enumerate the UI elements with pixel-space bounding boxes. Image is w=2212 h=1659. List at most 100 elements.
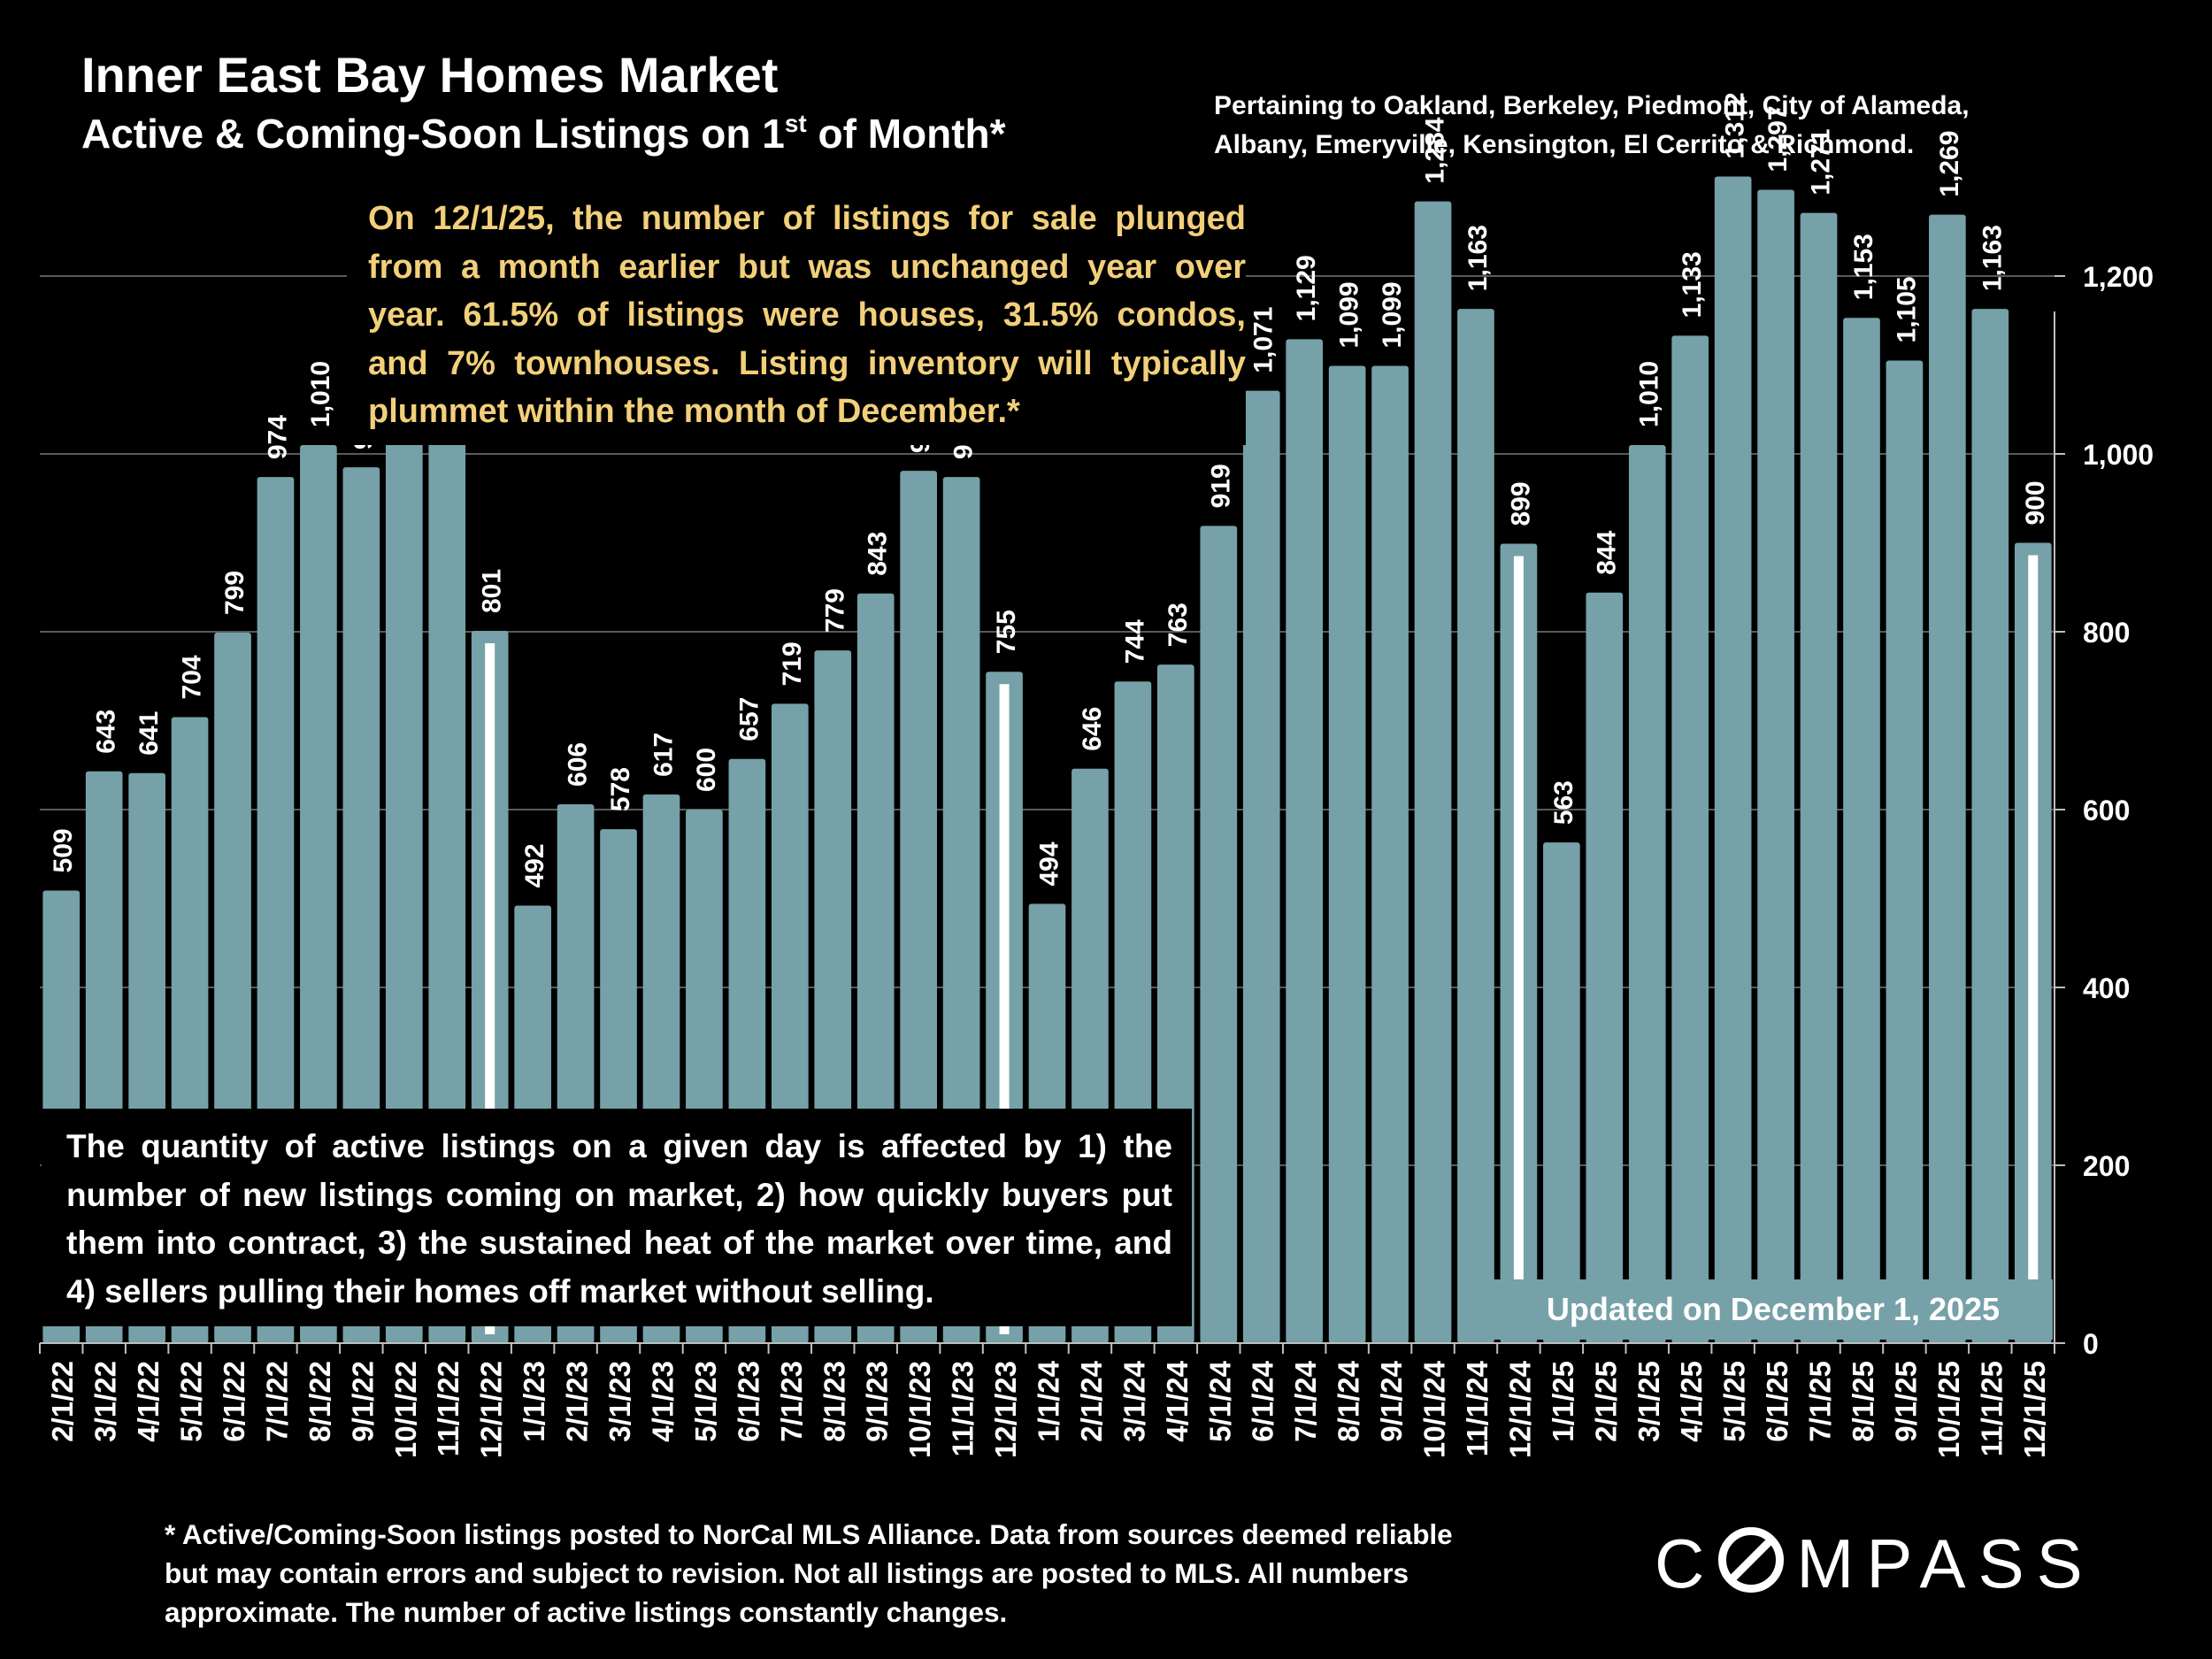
y-tick-label: 200 bbox=[2083, 1150, 2130, 1182]
data-label: 1,010 bbox=[1635, 361, 1664, 427]
bar bbox=[1371, 365, 1409, 1343]
y-tick-label: 1,000 bbox=[2083, 439, 2154, 471]
pertaining-note: Pertaining to Oakland, Berkeley, Piedmon… bbox=[1214, 91, 1970, 159]
data-label: 704 bbox=[178, 655, 207, 699]
subtitle-main: Active & Coming-Soon Listings on 1 bbox=[81, 111, 785, 157]
x-tick-label: 2/1/24 bbox=[1075, 1360, 1108, 1441]
bar bbox=[1543, 842, 1580, 1343]
x-tick-label: 9/1/25 bbox=[1889, 1361, 1922, 1442]
data-label: 744 bbox=[1120, 619, 1149, 664]
updated-badge: Updated on December 1, 2025 bbox=[1494, 1279, 2053, 1340]
x-tick-label: 9/1/24 bbox=[1375, 1360, 1408, 1441]
data-label: 799 bbox=[220, 571, 250, 615]
december-marker bbox=[2028, 555, 2039, 1334]
data-label: 1,284 bbox=[1421, 117, 1450, 183]
data-label: 719 bbox=[778, 641, 807, 686]
x-tick-label: 7/1/25 bbox=[1804, 1361, 1837, 1442]
logo-letters-mpass: MPASS bbox=[1796, 1525, 2095, 1602]
x-tick-label: 11/1/22 bbox=[432, 1361, 465, 1456]
x-tick-label: 4/1/22 bbox=[132, 1361, 165, 1442]
x-tick-label: 6/1/24 bbox=[1247, 1360, 1279, 1441]
december-markers bbox=[485, 555, 2039, 1334]
x-tick-label: 1/1/25 bbox=[1547, 1361, 1579, 1442]
data-label: 600 bbox=[692, 748, 721, 792]
bar bbox=[1671, 335, 1709, 1344]
x-tick-label: 7/1/23 bbox=[775, 1361, 808, 1442]
data-label: 1,153 bbox=[1849, 234, 1878, 300]
y-tick-labels: 0 200 400 600 800 1,000 1,200 bbox=[2083, 261, 2154, 1360]
x-tick-label: 8/1/22 bbox=[303, 1361, 336, 1442]
x-tick-label: 1/1/23 bbox=[518, 1361, 550, 1442]
data-label: 657 bbox=[734, 697, 764, 741]
bar bbox=[1886, 360, 1924, 1344]
data-label: 509 bbox=[49, 828, 78, 872]
data-label: 1,010 bbox=[306, 361, 335, 427]
compass-logo: C MPASS bbox=[1655, 1524, 2095, 1603]
x-tick-label: 4/1/25 bbox=[1675, 1361, 1708, 1442]
x-tick-label: 2/1/22 bbox=[46, 1361, 79, 1442]
info-box: The quantity of active listings on a giv… bbox=[42, 1109, 1192, 1326]
data-label: 1,297 bbox=[1763, 105, 1793, 172]
x-tick-label: 4/1/24 bbox=[1161, 1360, 1194, 1441]
x-tick-label: 9/1/22 bbox=[346, 1361, 379, 1442]
data-label: 1,071 bbox=[1249, 307, 1279, 373]
x-tick-label: 12/1/23 bbox=[989, 1361, 1022, 1458]
data-label: 1,133 bbox=[1678, 251, 1707, 318]
x-tick-label: 3/1/24 bbox=[1118, 1360, 1150, 1441]
data-label: 1,312 bbox=[1721, 92, 1750, 158]
x-tick-label: 2/1/25 bbox=[1589, 1361, 1622, 1442]
data-label: 643 bbox=[92, 710, 121, 754]
x-tick-label: 10/1/23 bbox=[903, 1361, 936, 1458]
data-label: 900 bbox=[2021, 480, 2050, 525]
bar bbox=[1843, 318, 1880, 1343]
data-label: 1,163 bbox=[1463, 225, 1493, 291]
bar bbox=[1628, 444, 1666, 1343]
data-label: 578 bbox=[606, 767, 635, 811]
logo-compass-o-icon bbox=[1718, 1527, 1785, 1593]
x-tick-label: 3/1/22 bbox=[89, 1361, 122, 1442]
subtitle-superscript: st bbox=[784, 110, 807, 137]
data-label: 606 bbox=[564, 742, 593, 787]
logo-letter-c: C bbox=[1655, 1525, 1717, 1602]
data-label: 492 bbox=[520, 843, 549, 887]
data-label: 1,271 bbox=[1807, 129, 1836, 196]
data-labels: 5096436417047999741,0109851,0191,0328014… bbox=[49, 92, 2050, 887]
data-label: 1,129 bbox=[1292, 255, 1321, 321]
x-tick-label: 10/1/22 bbox=[389, 1361, 422, 1458]
bar bbox=[1586, 592, 1624, 1343]
x-tick-label: 10/1/25 bbox=[1932, 1361, 1965, 1458]
data-label: 1,105 bbox=[1892, 276, 1921, 342]
x-tick-label: 8/1/25 bbox=[1847, 1361, 1879, 1442]
bar bbox=[1757, 189, 1794, 1343]
x-tick-label: 6/1/22 bbox=[218, 1361, 250, 1442]
x-tick-label: 11/1/25 bbox=[1975, 1361, 2008, 1456]
subtitle-end: of Month* bbox=[806, 111, 1006, 157]
bar bbox=[1286, 339, 1324, 1344]
data-label: 779 bbox=[820, 588, 849, 633]
x-tick-label: 1/1/24 bbox=[1033, 1360, 1065, 1441]
x-tick-label: 5/1/22 bbox=[175, 1361, 208, 1442]
y-tick-label: 1,200 bbox=[2083, 261, 2154, 293]
x-tick-label: 12/1/22 bbox=[475, 1361, 508, 1458]
y-tick-label: 0 bbox=[2083, 1328, 2099, 1360]
x-tick-label: 9/1/23 bbox=[861, 1361, 894, 1442]
data-label: 1,099 bbox=[1335, 281, 1364, 348]
x-tick-label: 2/1/23 bbox=[561, 1361, 594, 1442]
data-label: 1,269 bbox=[1935, 131, 1964, 197]
december-marker bbox=[1513, 556, 1524, 1334]
x-tick-label: 11/1/23 bbox=[947, 1361, 979, 1456]
bar bbox=[1714, 176, 1752, 1344]
data-label: 617 bbox=[649, 733, 678, 777]
bar bbox=[1457, 309, 1494, 1343]
x-tick-label: 5/1/23 bbox=[689, 1361, 722, 1442]
footnote: * Active/Coming-Soon listings posted to … bbox=[165, 1518, 1453, 1628]
december-marker bbox=[485, 642, 495, 1334]
x-tick-label: 6/1/25 bbox=[1761, 1361, 1793, 1442]
x-tick-label: 8/1/23 bbox=[818, 1361, 850, 1442]
december-marker bbox=[999, 684, 1010, 1334]
x-tick-label: 6/1/23 bbox=[732, 1361, 764, 1442]
x-tick-label: 8/1/24 bbox=[1333, 1360, 1365, 1441]
bar bbox=[1328, 365, 1366, 1343]
data-label: 763 bbox=[1164, 603, 1193, 647]
data-label: 801 bbox=[478, 569, 507, 613]
